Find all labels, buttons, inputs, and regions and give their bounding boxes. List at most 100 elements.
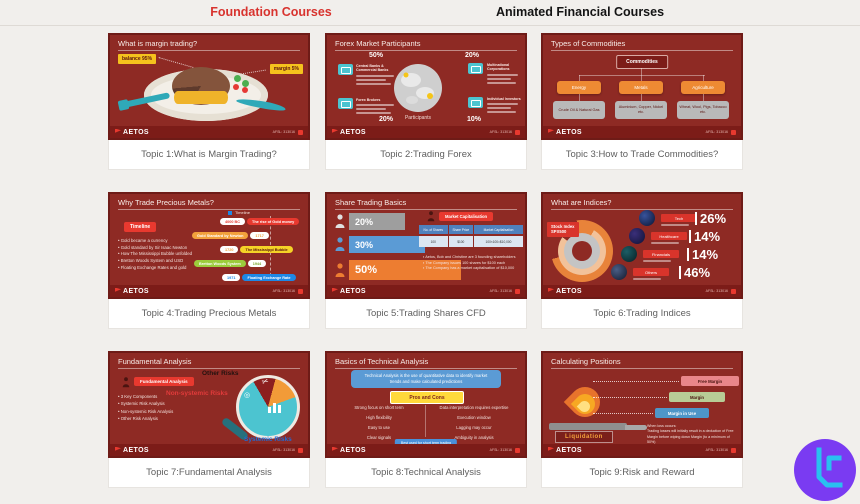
- aetos-logo: AETOS: [340, 128, 366, 136]
- footnote-box: Best used for short term trading: [394, 439, 458, 446]
- course-caption[interactable]: Topic 9:Risk and Reward: [541, 458, 743, 488]
- timeline-event: Bretton Woods System: [194, 260, 246, 267]
- aetos-logo: AETOS: [340, 446, 366, 454]
- bar-chart-icon: [268, 403, 281, 413]
- course-caption[interactable]: Topic 3:How to Trade Commodities?: [541, 140, 743, 170]
- bullet-item: Gold standard by Sir Isaac Newton: [118, 245, 192, 252]
- course-caption[interactable]: Topic 2:Trading Forex: [325, 140, 527, 170]
- sector-image: [629, 228, 645, 244]
- slide-title: What are Indices?: [551, 198, 612, 207]
- timeline-event: The Mississippi Bubble: [240, 246, 293, 253]
- sector-label: Healthcare: [651, 232, 687, 240]
- berry-icon: [242, 80, 249, 87]
- corporation-icon: [468, 63, 483, 74]
- examples-node: Aluminium, Copper, Nickel etc.: [615, 101, 667, 119]
- table-header: Share Price: [448, 225, 474, 234]
- pros-item: High flexibility: [366, 415, 392, 420]
- aetos-logo: AETOS: [123, 287, 149, 295]
- category-node-agriculture: Agriculture: [681, 81, 725, 94]
- slide-content: Commodities Energy Metals Agriculture Cr…: [543, 51, 741, 126]
- course-card-topic-2[interactable]: Forex Market Participants 50% 20% 20% 10…: [325, 33, 527, 170]
- tree-connector: [641, 94, 642, 101]
- bullet-item: Gold became a currency: [118, 238, 192, 245]
- tree-connector: [579, 94, 580, 101]
- text-block: Individual Investors: [487, 97, 521, 115]
- group-label: Central Banks & Commercial Banks: [356, 64, 389, 73]
- participants-label: Participants: [404, 115, 432, 121]
- course-caption[interactable]: Topic 5:Trading Shares CFD: [325, 299, 527, 329]
- non-systemic-risks-label: Non-systemic Risks: [166, 390, 228, 397]
- course-card-topic-3[interactable]: Types of Commodities Commodities Energy …: [541, 33, 743, 170]
- tree-connector: [641, 75, 642, 81]
- category-node-metals: Metals: [619, 81, 663, 94]
- timeline-row: 1971 Floating Exchange Rate: [222, 274, 296, 281]
- bullet-item: The Company has a market capitalisation …: [423, 266, 521, 272]
- afsl-text: AFSL: 313016: [705, 130, 728, 134]
- timeline-row: 1720 The Mississippi Bubble: [220, 246, 293, 253]
- course-card-topic-4[interactable]: Why Trade Precious Metals? Timeline Time…: [108, 192, 310, 329]
- slide-footer: AETOS AFSL: 313016: [327, 444, 525, 456]
- cons-item: Ambiguity in analysis: [454, 435, 494, 440]
- sector-label: Others: [633, 268, 669, 276]
- slide-footer: AETOS AFSL: 313016: [110, 444, 308, 456]
- pros-cons-header: Pros and Cons: [390, 391, 464, 404]
- text-block: Multinational Corporations: [487, 63, 521, 86]
- text-placeholder: [633, 278, 661, 280]
- tree-connector: [579, 75, 705, 76]
- berry-icon: [233, 84, 239, 90]
- course-card-topic-9[interactable]: Calculating Positions Liquidation Free M…: [541, 351, 743, 488]
- shareholder-bar-row: 20%: [335, 213, 405, 230]
- sector-percent: 14%: [687, 248, 718, 261]
- course-card-topic-8[interactable]: Basics of Technical Analysis Technical A…: [325, 351, 527, 488]
- slide-title: Why Trade Precious Metals?: [118, 198, 214, 207]
- column-divider: [425, 405, 426, 437]
- course-card-topic-6[interactable]: What are Indices? Stock Index SPX500 Tec…: [541, 192, 743, 329]
- cons-item: Lagging may occur: [456, 425, 492, 430]
- title-divider: [335, 368, 517, 369]
- course-caption[interactable]: Topic 1:What is Margin Trading?: [108, 140, 310, 170]
- slide-footer: AETOS AFSL: 313016: [327, 126, 525, 138]
- timeline-year: 1971: [222, 274, 241, 281]
- slide-title: Forex Market Participants: [335, 39, 421, 48]
- tab-foundation-courses[interactable]: Foundation Courses: [210, 5, 332, 19]
- slide-title: Basics of Technical Analysis: [335, 357, 429, 366]
- course-caption[interactable]: Topic 6:Trading Indices: [541, 299, 743, 329]
- slide-title: Types of Commodities: [551, 39, 626, 48]
- course-caption[interactable]: Topic 8:Technical Analysis: [325, 458, 527, 488]
- course-caption[interactable]: Topic 4:Trading Precious Metals: [108, 299, 310, 329]
- tag-line: SPX500: [551, 229, 567, 235]
- bar-20: 20%: [349, 213, 405, 230]
- table-cell: 100: [419, 236, 448, 247]
- table-cell: 100×100=$10,000: [474, 236, 523, 247]
- bullet-list: 3 Key Components Systemic Risk Analysis …: [118, 393, 174, 422]
- timeline-event: Gold Standard by Newton: [192, 232, 249, 239]
- candle-ledge: [625, 425, 647, 430]
- sector-percent: 14%: [689, 230, 720, 243]
- footer-badge-icon: [298, 447, 303, 453]
- stock-index-tag: Stock Index SPX500: [547, 222, 579, 237]
- berry-icon: [234, 75, 241, 82]
- course-card-topic-5[interactable]: Share Trading Basics 20% 30% 50% Market …: [325, 192, 527, 329]
- slide-content: 50% 20% 20% 10% Central Banks & Commerci…: [327, 51, 525, 126]
- title-divider: [118, 368, 300, 369]
- tag-line: Stock Index: [551, 224, 575, 229]
- free-margin-box: Free Margin: [681, 376, 739, 386]
- aetos-flag-icon: [548, 287, 554, 295]
- person-icon: [427, 211, 435, 222]
- dotted-connector: [593, 413, 653, 414]
- percent-label: 10%: [467, 116, 482, 123]
- course-thumbnail: Types of Commodities Commodities Energy …: [541, 33, 743, 140]
- afsl-text: AFSL: 313016: [705, 289, 728, 293]
- tab-animated-financial-courses[interactable]: Animated Financial Courses: [495, 5, 665, 19]
- timeline-year: 1720: [220, 246, 239, 253]
- bullet-item: Floating Exchange Rates and gold: [118, 265, 192, 272]
- aetos-flag-icon: [115, 128, 121, 136]
- market-cap-table: No. of Shares Share Price Market Capital…: [419, 225, 523, 247]
- afsl-text: AFSL: 313016: [272, 448, 295, 452]
- course-thumbnail: Forex Market Participants 50% 20% 20% 10…: [325, 33, 527, 140]
- course-caption[interactable]: Topic 7:Fundamental Analysis: [108, 458, 310, 488]
- table-cell: $100: [448, 236, 474, 247]
- site-chat-logo-icon[interactable]: [792, 437, 858, 503]
- course-card-topic-1[interactable]: What is margin trading? balance 95% marg…: [108, 33, 310, 170]
- course-card-topic-7[interactable]: Fundamental Analysis Fundamental Analysi…: [108, 351, 310, 488]
